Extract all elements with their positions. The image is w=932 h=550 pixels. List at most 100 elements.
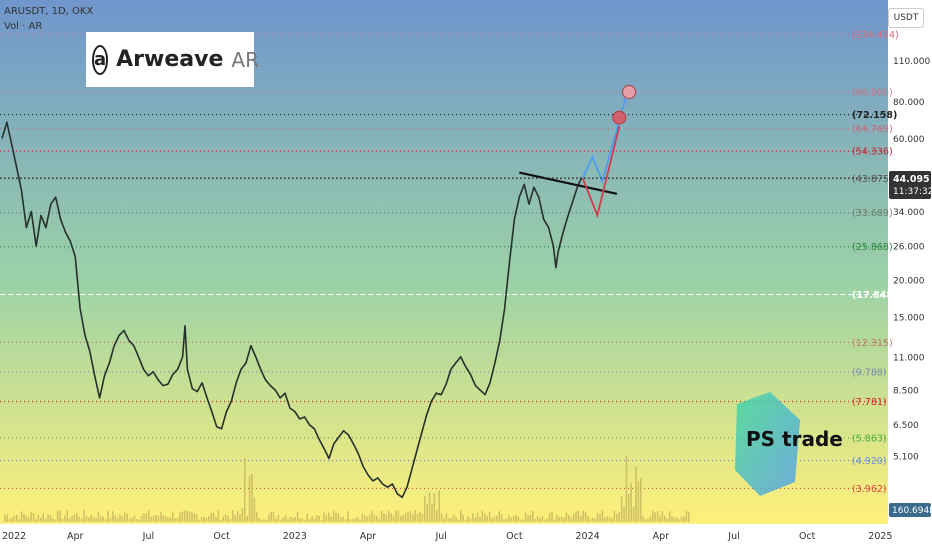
volume-indicator-label[interactable]: Vol · AR xyxy=(4,21,43,32)
volume-bar xyxy=(316,515,318,522)
x-tick-label: Apr xyxy=(67,531,84,542)
volume-bar xyxy=(452,514,455,522)
projection-path-blue[interactable] xyxy=(581,94,628,185)
volume-bar xyxy=(532,510,534,522)
volume-bar xyxy=(400,515,402,522)
volume-bar xyxy=(474,517,476,522)
projection-path-red[interactable] xyxy=(581,125,621,219)
resistance-trendline[interactable] xyxy=(519,171,618,195)
arweave-logo-icon: a xyxy=(92,44,109,75)
volume-bar xyxy=(35,519,37,522)
level-label: (9.788) xyxy=(852,367,887,378)
volume-bar xyxy=(455,516,457,522)
time-axis-background xyxy=(0,524,932,550)
volume-bar xyxy=(395,510,397,522)
x-tick-label: 2023 xyxy=(283,531,307,542)
current-price-tag[interactable] xyxy=(889,171,931,200)
volume-bar xyxy=(155,515,157,522)
volume-bar xyxy=(587,515,589,522)
volume-bar xyxy=(649,516,652,522)
level-label: (86.000) xyxy=(852,87,893,98)
volume-bar xyxy=(505,518,508,522)
volume-bar xyxy=(68,518,71,522)
volume-bar xyxy=(109,517,112,522)
x-tick-label: Apr xyxy=(360,531,377,542)
volume-bar xyxy=(169,517,172,522)
volume-bar xyxy=(563,517,565,522)
volume-bar xyxy=(97,512,100,522)
volume-bar xyxy=(148,510,150,522)
target-marker[interactable] xyxy=(612,110,627,125)
x-tick-label: Apr xyxy=(653,531,670,542)
level-label: (72.158) xyxy=(852,110,897,121)
volume-bar xyxy=(47,514,49,522)
volume-bar xyxy=(412,514,414,522)
level-label: (64.769) xyxy=(852,124,893,135)
volume-bar xyxy=(493,516,496,522)
volume-bar xyxy=(584,511,587,522)
volume-bar xyxy=(608,516,611,522)
volume-bar xyxy=(210,513,212,522)
arweave-logo: a Arweave AR xyxy=(86,32,259,87)
volume-bar xyxy=(52,518,54,522)
volume-bar xyxy=(162,515,164,522)
volume-bar xyxy=(37,515,40,522)
volume-bar xyxy=(90,514,92,522)
volume-bar xyxy=(236,511,239,522)
volume-bar xyxy=(30,512,32,522)
countdown-label: 11:37:32 xyxy=(893,187,932,197)
volume-bar xyxy=(164,515,167,522)
currency-button[interactable]: USDT xyxy=(888,8,924,28)
volume-bar xyxy=(373,514,376,522)
volume-bar xyxy=(181,511,184,522)
volume-bar xyxy=(512,515,515,522)
volume-bar xyxy=(460,510,462,522)
volume-bar xyxy=(174,518,176,522)
volume-bar xyxy=(320,519,323,522)
chart-legend: ARUSDT, 1D, OKX Vol · AR xyxy=(4,4,93,34)
volume-bar xyxy=(342,516,344,522)
volume-bar xyxy=(253,497,256,522)
volume-bar xyxy=(527,515,529,522)
volume-bar xyxy=(100,516,102,522)
volume-bar xyxy=(385,515,388,522)
volume-bar xyxy=(224,514,227,522)
level-label: (134.414) xyxy=(852,30,899,41)
volume-bar xyxy=(433,493,436,522)
volume-bar xyxy=(289,516,292,522)
volume-bar xyxy=(40,517,42,522)
volume-bar xyxy=(592,517,594,522)
volume-bar xyxy=(59,510,61,522)
volume-bar xyxy=(664,515,666,522)
price-series-line xyxy=(1,121,583,499)
volume-bar xyxy=(486,516,488,522)
target-marker[interactable] xyxy=(622,84,637,99)
level-label: (5.863) xyxy=(852,433,887,444)
volume-bar xyxy=(666,519,668,522)
volume-bar xyxy=(44,518,47,522)
volume-bar xyxy=(304,519,306,522)
x-tick-label: Jul xyxy=(727,531,739,542)
volume-bar xyxy=(150,516,152,522)
volume-bar xyxy=(143,513,145,522)
volume-bar xyxy=(203,516,205,522)
level-label: (7.781) xyxy=(852,397,887,408)
volume-bar xyxy=(683,516,685,522)
volume-bar xyxy=(112,511,114,522)
volume-bar xyxy=(503,519,505,522)
y-tick-label: 15.000 xyxy=(893,313,925,323)
volume-bar xyxy=(515,514,517,522)
volume-bar xyxy=(325,515,328,522)
volume-bar xyxy=(611,518,613,522)
volume-bar xyxy=(397,511,400,522)
volume-bar xyxy=(107,510,109,522)
volume-bar xyxy=(556,514,558,522)
symbol-label[interactable]: ARUSDT, 1D, OKX xyxy=(4,6,94,17)
volume-bar xyxy=(594,518,596,522)
volume-bar xyxy=(462,514,464,522)
volume-bar xyxy=(668,511,671,522)
volume-bar xyxy=(140,515,143,522)
volume-bar xyxy=(644,519,647,522)
volume-bar xyxy=(438,490,440,522)
